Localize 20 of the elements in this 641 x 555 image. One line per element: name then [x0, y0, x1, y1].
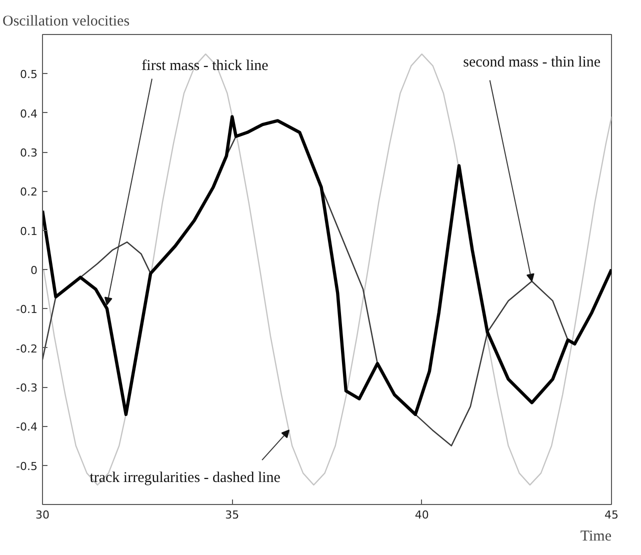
y-tick-label: -0.2: [16, 342, 38, 356]
x-tick-label: 40: [414, 508, 429, 522]
y-tick-label: -0.1: [16, 303, 38, 316]
y-tick-label: 0.4: [20, 107, 38, 120]
y-tick-label: 0.3: [20, 146, 38, 160]
y-tick-label: 0: [30, 264, 38, 277]
chart-title: Oscillation velocities: [2, 14, 130, 30]
x-tick-label: 35: [225, 508, 240, 522]
y-tick-label: -0.5: [16, 460, 38, 473]
x-tick-label: 30: [36, 508, 50, 522]
y-tick-label: 0.5: [20, 68, 38, 82]
y-tick-label: 0.1: [20, 224, 38, 238]
annotation: second mass - thin line: [463, 54, 601, 70]
x-tick-label: 45: [604, 508, 618, 522]
y-tick-label: 0.2: [20, 186, 38, 199]
x-axis-title: Time: [580, 528, 612, 544]
y-tick-label: -0.4: [16, 420, 38, 434]
annotation: track irregularities - dashed line: [90, 470, 281, 486]
y-tick-label: -0.3: [16, 382, 38, 394]
annotation: first mass - thick line: [142, 58, 269, 74]
